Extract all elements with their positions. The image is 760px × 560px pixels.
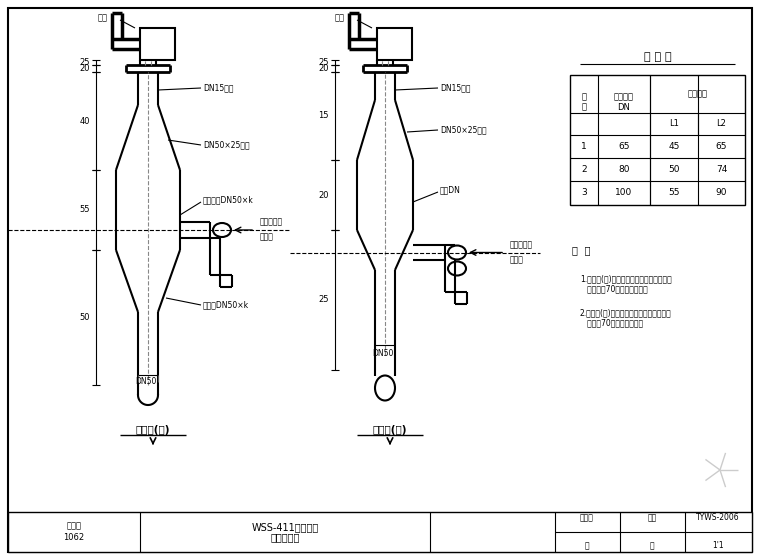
Text: 外套三通DN50×k: 外套三通DN50×k	[203, 195, 254, 204]
Text: 表盘: 表盘	[335, 13, 345, 22]
Text: 页: 页	[584, 542, 589, 550]
Text: WSS-411压力式温: WSS-411压力式温	[252, 522, 318, 532]
Text: 安装图(二): 安装图(二)	[372, 425, 407, 435]
Text: 尺 寸 表: 尺 寸 表	[644, 52, 671, 62]
Text: 40: 40	[80, 116, 90, 125]
Text: 通用图: 通用图	[67, 521, 81, 530]
Text: DN50×25外套: DN50×25外套	[203, 141, 249, 150]
Text: 80: 80	[618, 165, 630, 174]
Text: 25: 25	[318, 296, 329, 305]
Text: 90: 90	[716, 188, 727, 197]
Text: 65: 65	[618, 142, 630, 151]
Text: 45: 45	[668, 142, 679, 151]
Text: 液态循环水: 液态循环水	[260, 217, 283, 226]
Text: 55: 55	[80, 206, 90, 214]
Text: DN50×25套管: DN50×25套管	[440, 125, 486, 134]
Text: 50: 50	[80, 313, 90, 322]
Bar	[570, 75, 745, 205]
Text: 3: 3	[581, 188, 587, 197]
Text: 25: 25	[80, 58, 90, 67]
Text: 20: 20	[318, 64, 329, 73]
Text: DN50: DN50	[372, 348, 394, 357]
Text: DN50: DN50	[135, 377, 157, 386]
Text: 表盘: 表盘	[98, 13, 108, 22]
Text: 25: 25	[318, 58, 329, 67]
Text: 度计安装图: 度计安装图	[271, 532, 299, 542]
Text: 20: 20	[318, 190, 329, 199]
Text: 液态循环水: 液态循环水	[510, 240, 533, 249]
Text: 异径管DN50×k: 异径管DN50×k	[203, 301, 249, 310]
Text: 温度口: 温度口	[510, 255, 524, 264]
Text: 15: 15	[318, 111, 329, 120]
Text: 55: 55	[668, 188, 679, 197]
Text: 温度口: 温度口	[260, 232, 274, 241]
Text: 20: 20	[80, 64, 90, 73]
Text: DN15毛管: DN15毛管	[203, 83, 233, 92]
Bar	[8, 512, 752, 552]
Text: L2: L2	[717, 119, 727, 128]
Text: 管道尺寸: 管道尺寸	[688, 90, 708, 99]
Text: L1: L1	[669, 119, 679, 128]
Text: 三通DN: 三通DN	[440, 185, 461, 194]
Text: 安装图(一): 安装图(一)	[136, 425, 170, 435]
Text: 图标号: 图标号	[580, 514, 594, 522]
Text: 2.安装图(二)只适用于设备向前出水管管径
   即大于70的温度计安装。: 2.安装图(二)只适用于设备向前出水管管径 即大于70的温度计安装。	[580, 308, 672, 328]
Text: 1'1: 1'1	[712, 542, 724, 550]
Text: 2: 2	[581, 165, 587, 174]
Text: 序
号: 序 号	[581, 92, 587, 111]
Text: 50: 50	[668, 165, 679, 174]
Text: TYWS-2006: TYWS-2006	[696, 514, 739, 522]
Text: 74: 74	[716, 165, 727, 174]
Text: 管道直径
DN: 管道直径 DN	[614, 92, 634, 111]
Text: 页: 页	[650, 542, 654, 550]
Text: 100: 100	[616, 188, 632, 197]
Text: 1.安装图(一)只适用于设备向前出水管管径
   即不大于70的温度计安装。: 1.安装图(一)只适用于设备向前出水管管径 即不大于70的温度计安装。	[580, 274, 672, 293]
Text: 65: 65	[716, 142, 727, 151]
Text: DN15传管: DN15传管	[440, 83, 470, 92]
Bar	[140, 28, 175, 60]
Text: 备  注: 备 注	[572, 245, 591, 255]
Text: 图号: 图号	[648, 514, 657, 522]
Text: 1: 1	[581, 142, 587, 151]
Bar	[377, 28, 412, 60]
Text: 1062: 1062	[63, 534, 84, 543]
